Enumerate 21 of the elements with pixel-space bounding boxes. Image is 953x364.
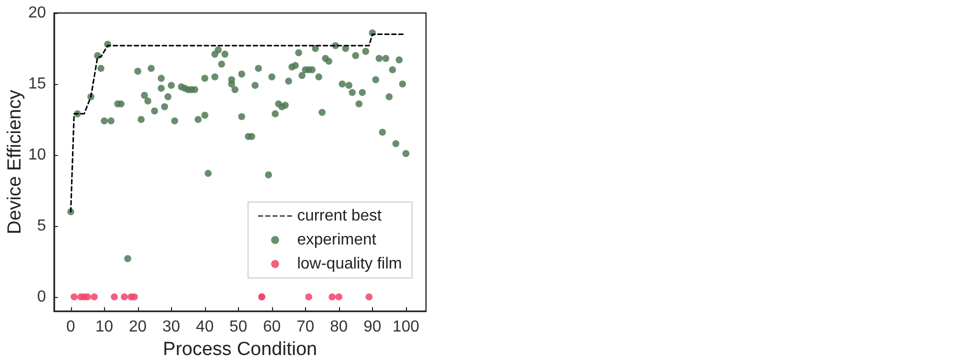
- y-tick-label: 0: [37, 288, 46, 306]
- x-tick-label: 20: [128, 318, 147, 336]
- x-tick-label: 80: [330, 318, 348, 336]
- legend-label: low-quality film: [297, 256, 402, 272]
- y-tick-label: 15: [28, 75, 46, 92]
- y-axis-title: Device Efficiency: [4, 89, 26, 234]
- legend-label: experiment: [297, 232, 377, 248]
- x-tick-label: 40: [196, 318, 214, 336]
- x-axis-title: Process Condition: [162, 339, 318, 360]
- y-tick-label: 10: [28, 146, 46, 164]
- y-tick-label: 5: [37, 217, 46, 234]
- x-tick-label: 30: [162, 318, 180, 336]
- legend-label: current best: [297, 208, 382, 224]
- x-tick-label: 10: [95, 318, 114, 336]
- x-tick-label: 50: [229, 318, 248, 336]
- x-tick-label: 70: [296, 318, 314, 336]
- x-tick-label: 90: [363, 318, 382, 336]
- x-tick-label: 100: [392, 318, 420, 336]
- x-tick-label: 60: [262, 318, 281, 336]
- y-tick-label: 20: [28, 4, 46, 22]
- x-tick-label: 0: [66, 318, 76, 336]
